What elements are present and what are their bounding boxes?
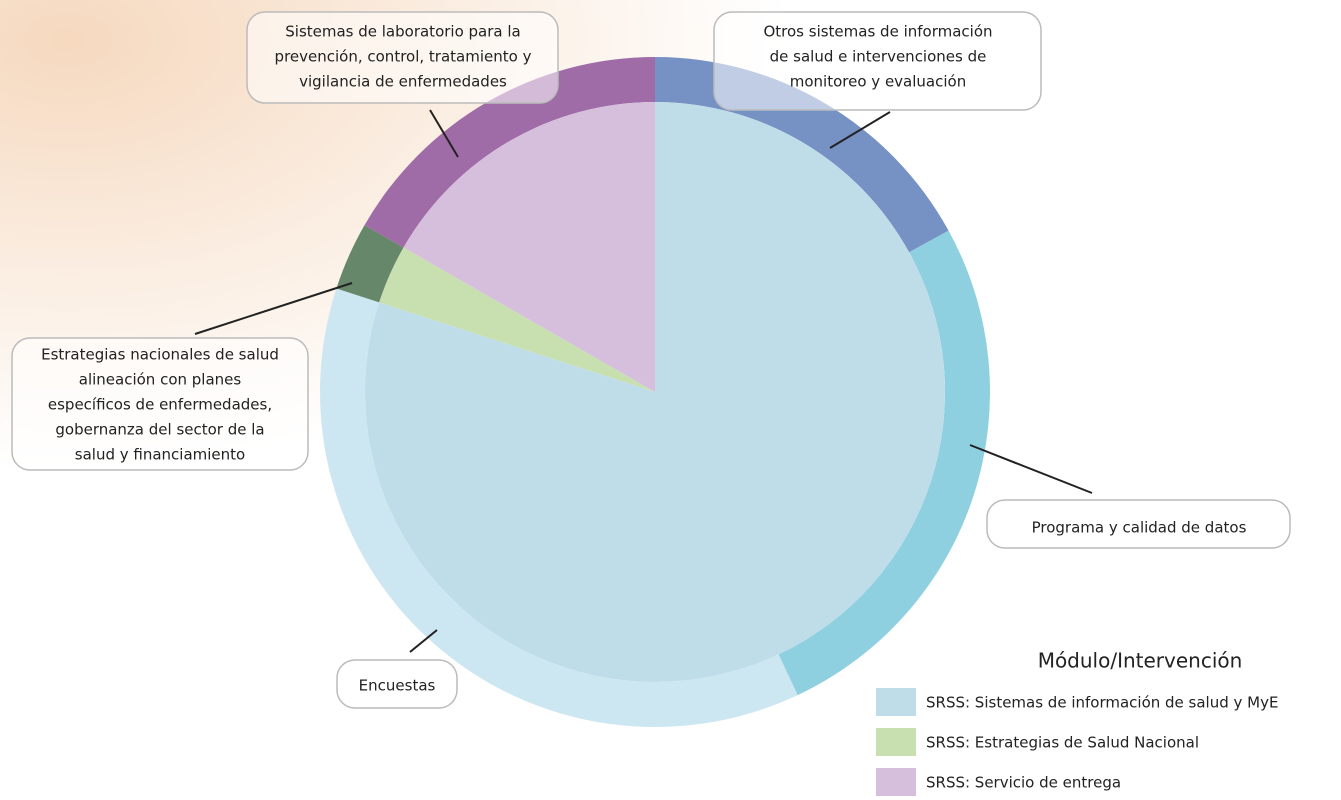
callout-box — [336, 659, 458, 709]
callout-label: Estrategias nacionales de salud — [41, 346, 279, 364]
callout-label: Encuestas — [359, 677, 436, 695]
legend: SRSS: Sistemas de información de salud y… — [876, 688, 1278, 796]
callout-label: de salud e intervenciones de — [770, 48, 987, 66]
legend-label: SRSS: Estrategias de Salud Nacional — [926, 734, 1199, 752]
legend-label: SRSS: Servicio de entrega — [926, 774, 1121, 792]
inner-segment — [379, 247, 655, 392]
legend-swatch — [876, 688, 916, 716]
annotations: Otros sistemas de información de salud e … — [11, 11, 1291, 709]
callout-label: gobernanza del sector de la — [55, 421, 264, 439]
callout-box — [246, 11, 559, 104]
callout-label: específicos de enfermedades, — [48, 396, 272, 414]
callout-label: prevención, control, tratamiento y — [275, 48, 532, 66]
callout-label: monitoreo y evaluación — [790, 73, 966, 91]
pie — [319, 56, 991, 728]
callout-label: Sistemas de laboratorio para la — [285, 23, 520, 41]
outer-segment — [364, 56, 655, 248]
callout-label: Programa y calidad de datos — [1032, 519, 1247, 537]
callout-label: Otros sistemas de información — [763, 23, 992, 41]
legend-swatch — [876, 768, 916, 796]
outer-segment — [319, 288, 798, 728]
callout-label: vigilancia de enfermedades — [299, 73, 507, 91]
outer-segment — [778, 230, 991, 696]
leader-line — [409, 629, 438, 653]
inner-segment — [403, 102, 655, 392]
leader-line — [829, 111, 891, 149]
legend-title: Módulo/Intervención — [1038, 649, 1243, 673]
legend-label: SRSS: Sistemas de información de salud y… — [926, 694, 1278, 712]
callout-box — [11, 337, 309, 471]
callout-label: alineación con planes — [79, 371, 242, 389]
leader-line — [429, 109, 459, 158]
callout-box — [713, 11, 1042, 111]
legend-swatch — [876, 728, 916, 756]
outer-segment — [336, 225, 404, 303]
callout-box — [986, 499, 1291, 549]
leader-line — [969, 444, 1093, 494]
callout-label: salud y financiamiento — [75, 446, 245, 464]
leader-line — [194, 282, 353, 335]
